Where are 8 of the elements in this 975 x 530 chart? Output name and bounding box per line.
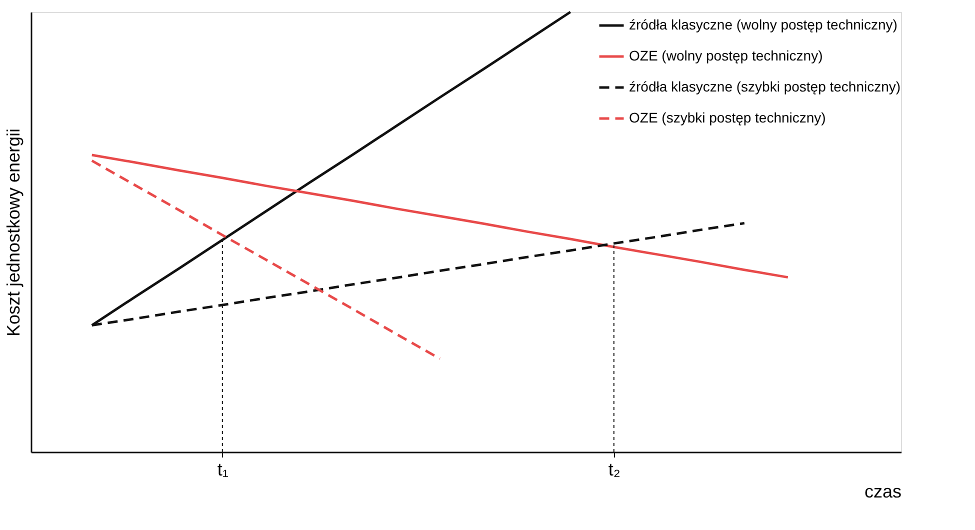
x-tick-label: t₁ bbox=[217, 460, 228, 480]
x-tick-label: t₂ bbox=[608, 460, 620, 480]
legend-label: OZE (wolny postęp techniczny) bbox=[629, 48, 823, 64]
y-axis-title: Koszt jednostkowy energii bbox=[4, 128, 24, 337]
x-axis-title: czas bbox=[864, 482, 902, 502]
legend-label: źródła klasyczne (szybki postęp techniczny) bbox=[629, 78, 901, 94]
legend-label: źródła klasyczne (wolny postęp techniczny) bbox=[629, 16, 898, 32]
legend-label: OZE (szybki postęp techniczny) bbox=[629, 110, 826, 126]
